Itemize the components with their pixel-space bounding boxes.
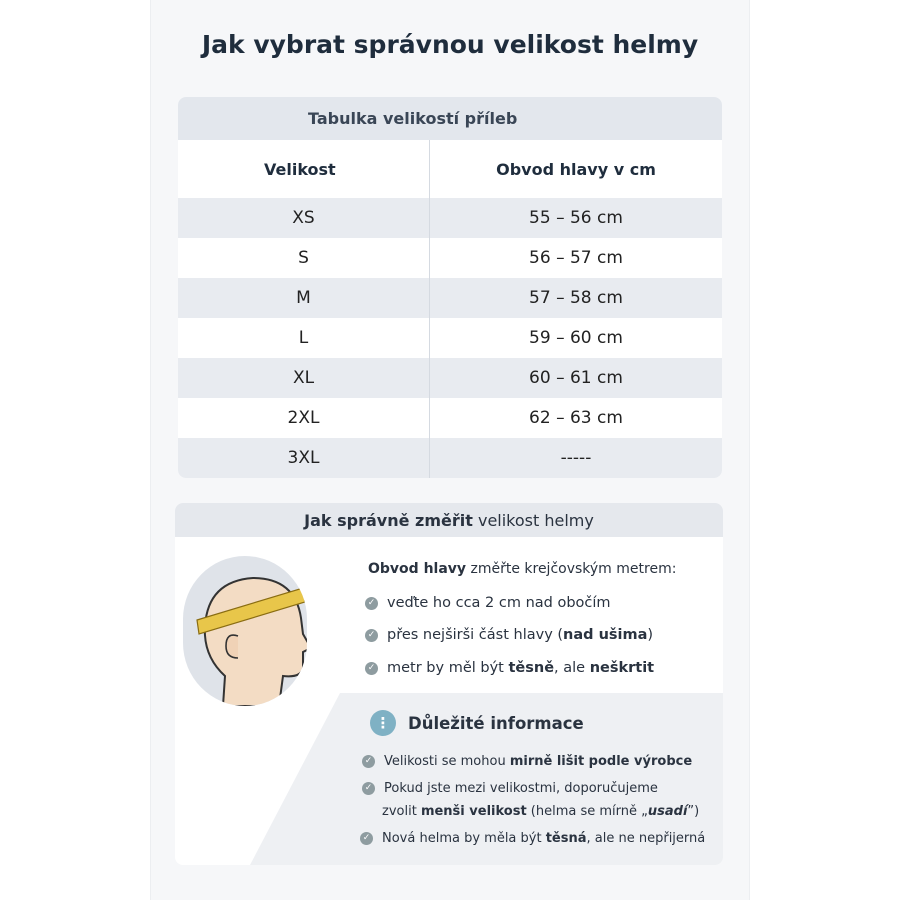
circumference-cell: 57 – 58 cm [529, 288, 623, 308]
check-icon: ✓ [360, 832, 373, 845]
size-cell: S [178, 238, 430, 278]
info-title: ⋮ Důležité informace [370, 710, 584, 736]
table-row: 3XL ----- [178, 438, 722, 478]
info-icon: ⋮ [370, 710, 396, 736]
header-circumference: Obvod hlavy v cm [496, 159, 656, 179]
bullet-3: ✓ metr by měl být těsně, ale neškrtit [365, 660, 654, 676]
circumference-cell: 55 – 56 cm [529, 208, 623, 228]
measure-section: Jak správně změřit velikost helmy Obvod … [175, 503, 723, 865]
bullet-2: ✓ přes nejširši část hlavy (nad ušima) [365, 627, 653, 643]
table-row: S 56 – 57 cm [178, 238, 722, 278]
table-row: XS 55 – 56 cm [178, 198, 722, 238]
bullet-1: ✓ veďte ho cca 2 cm nad obočím [365, 595, 611, 611]
size-cell: M [178, 278, 430, 318]
table-row: L 59 – 60 cm [178, 318, 722, 358]
circumference-cell: 56 – 57 cm [529, 248, 623, 268]
lead-text: Obvod hlavy změřte krejčovským metrem: [368, 561, 677, 577]
size-cell: L [178, 318, 430, 358]
header-size: Velikost [178, 140, 430, 198]
circumference-cell: ----- [560, 448, 592, 468]
circumference-cell: 62 – 63 cm [529, 408, 623, 428]
circumference-cell: 59 – 60 cm [529, 328, 623, 348]
table-row: XL 60 – 61 cm [178, 358, 722, 398]
info-box [250, 693, 723, 865]
page-title: Jak vybrat správnou velikost helmy [201, 30, 699, 59]
check-icon: ✓ [365, 661, 378, 675]
size-cell: 2XL [178, 398, 430, 438]
table-row: 2XL 62 – 63 cm [178, 398, 722, 438]
measure-title: Jak správně změřit velikost helmy [175, 503, 723, 537]
info-item-3: ✓ Nová helma by měla být těsná, ale ne ne… [360, 831, 705, 846]
info-item-2: ✓ Pokud jste mezi velikostmi, doporučujem… [362, 781, 658, 796]
check-icon: ✓ [365, 628, 378, 642]
table-row: M 57 – 58 cm [178, 278, 722, 318]
check-icon: ✓ [362, 755, 375, 768]
size-cell: XS [178, 198, 430, 238]
info-item-2-cont: zvolit menši velikost (helma se mírně „u… [382, 804, 700, 819]
info-item-1: ✓ Velikosti se mohou mirně lišit podle vý… [362, 754, 692, 769]
size-cell: XL [178, 358, 430, 398]
size-cell: 3XL [178, 438, 430, 478]
check-icon: ✓ [362, 782, 375, 795]
circumference-cell: 60 – 61 cm [529, 368, 623, 388]
head-illustration [183, 556, 307, 706]
check-icon: ✓ [365, 596, 378, 610]
table-caption: Tabulka velikostí příleb [178, 97, 722, 140]
size-table: Tabulka velikostí příleb Velikost Obvod … [178, 97, 722, 478]
table-header: Velikost Obvod hlavy v cm [178, 140, 722, 198]
